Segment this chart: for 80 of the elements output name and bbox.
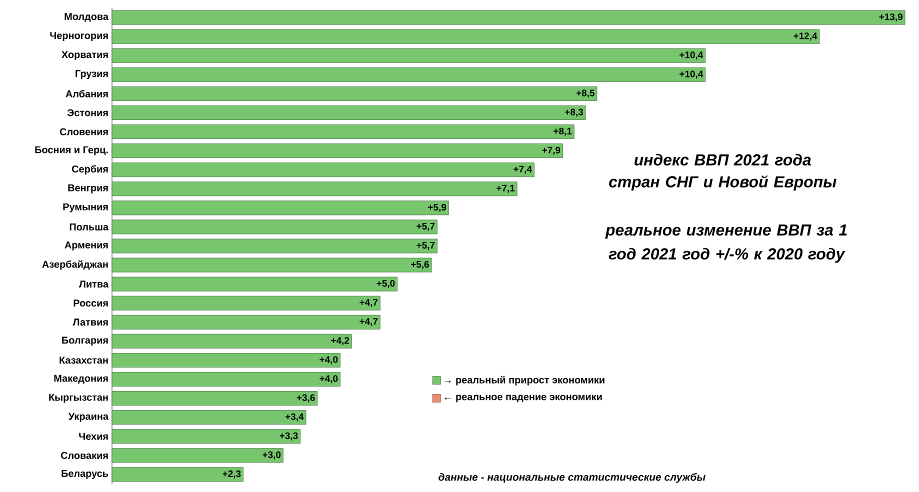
bar <box>112 200 449 216</box>
data-label: +3,3 <box>280 432 298 440</box>
bar <box>112 105 586 120</box>
bar <box>112 467 244 482</box>
bar <box>112 314 380 330</box>
data-label: +13,9 <box>879 13 902 22</box>
data-label: +8,1 <box>554 128 572 136</box>
data-label: +10,4 <box>680 70 704 79</box>
y-tick-label: Венгрия <box>68 184 108 194</box>
y-tick-label: Словакия <box>60 452 108 459</box>
y-tick-label: Словения <box>60 128 108 136</box>
data-label: +3,0 <box>262 451 281 460</box>
text: реальное изменение ВВП за 1 год 2021 год +/-% к 2020 году <box>605 224 847 263</box>
data-label: +5,6 <box>411 260 429 270</box>
bar <box>112 220 438 234</box>
bar <box>112 448 284 463</box>
bar <box>112 296 380 310</box>
y-tick-label: Хорватия <box>62 51 108 60</box>
y-tick-label: Казахстан <box>60 356 108 364</box>
data-label: +5,0 <box>376 280 395 288</box>
y-tick-label: Латвия <box>72 318 108 326</box>
y-tick-label: Армения <box>64 242 108 250</box>
y-tick-label: Литва <box>78 280 109 288</box>
bar <box>112 372 340 387</box>
y-tick-label: Польша <box>70 223 109 230</box>
data-label: +4,2 <box>331 337 350 346</box>
bar <box>112 124 574 139</box>
data-label: +10,4 <box>680 52 704 60</box>
data-label: +2,3 <box>222 470 241 479</box>
y-tick-label: Азербайджан <box>42 260 108 270</box>
bar <box>112 410 306 425</box>
data-label: +7,1 <box>496 184 515 193</box>
y-tick-label: Румыния <box>63 203 108 212</box>
data-label: +4,7 <box>360 318 378 326</box>
y-tick-label: Болгария <box>62 336 108 346</box>
data-label: +8,3 <box>565 108 583 117</box>
y-tick-label: Молдова <box>64 13 109 22</box>
data-label: +7,4 <box>514 166 532 174</box>
bar <box>112 48 706 63</box>
bar <box>112 276 398 292</box>
bar <box>112 334 352 348</box>
data-label: +5,7 <box>416 222 435 231</box>
y-tick-label: Сербия <box>72 165 108 175</box>
bar <box>112 10 906 25</box>
y-tick-label: Черногория <box>50 32 108 42</box>
y-tick-label: Албания <box>66 90 108 98</box>
bar <box>112 144 563 158</box>
data-label: +4,7 <box>360 299 378 308</box>
y-tick-label: Босния и Герц. <box>35 146 108 156</box>
data-label: +3,4 <box>285 413 304 422</box>
y-tick-label: Украина <box>68 412 109 422</box>
y-tick-label: Эстония <box>67 109 108 116</box>
y-tick-label: Беларусь <box>62 470 108 479</box>
legend-label: → реальный прирост экономики <box>444 376 604 386</box>
bar <box>112 29 820 44</box>
bar <box>112 352 340 368</box>
text: индекс ВВП 2021 года стран СНГ и Новой Европы <box>609 154 836 191</box>
bar <box>112 162 534 178</box>
bar <box>112 86 598 101</box>
y-tick-label: Грузия <box>76 70 108 80</box>
y-tick-label: Кыргызстан <box>49 394 108 403</box>
data-label: +12,4 <box>794 32 818 41</box>
y-tick-label: Россия <box>74 300 108 307</box>
bar <box>112 238 438 254</box>
data-label: +4,0 <box>320 375 338 384</box>
data-label: +8,5 <box>576 90 594 98</box>
legend-label: ← реальное падение экономики <box>444 394 602 402</box>
data-label: +5,9 <box>428 204 446 212</box>
bar <box>112 67 706 82</box>
bar <box>112 258 432 272</box>
annotation: данные - национальные статистические службы <box>438 473 706 483</box>
bar <box>112 391 318 406</box>
bar <box>112 429 300 444</box>
data-label: +5,7 <box>416 242 435 250</box>
data-label: +3,6 <box>296 394 315 402</box>
data-label: +7,9 <box>542 146 560 155</box>
y-tick-label: Чехия <box>79 432 108 440</box>
bar <box>112 182 518 196</box>
data-label: +4,0 <box>320 356 338 364</box>
y-tick-label: Македония <box>54 374 108 384</box>
